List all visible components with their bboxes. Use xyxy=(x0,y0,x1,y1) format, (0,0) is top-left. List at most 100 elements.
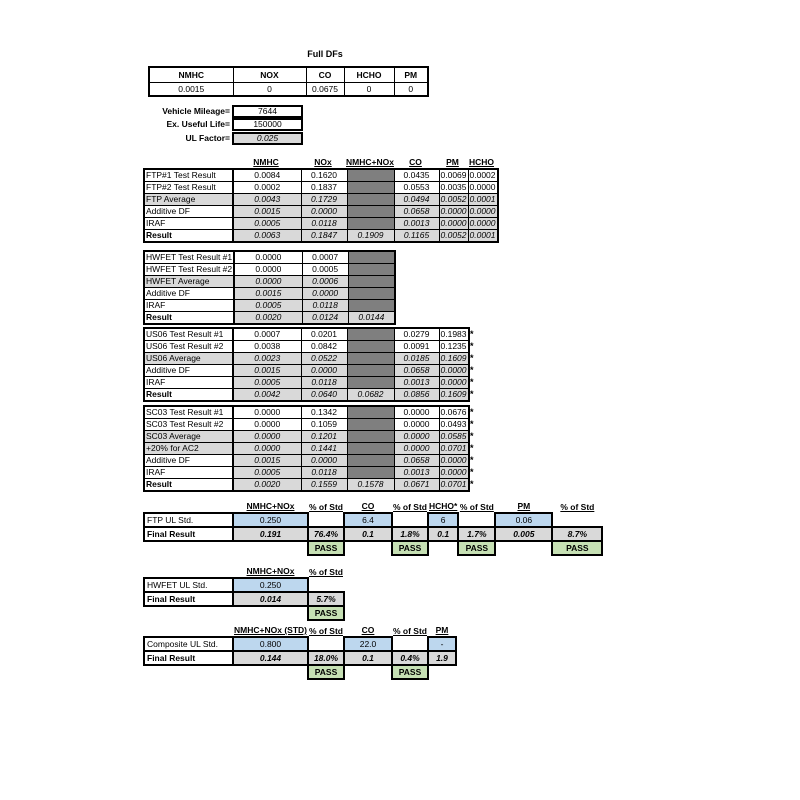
row-label: Final Result xyxy=(143,526,234,542)
asterisk-marker: * xyxy=(470,443,474,453)
table-row: Additive DF 0.0015 0.0000 0.0658 0.0000 xyxy=(143,454,469,467)
test-block-ftp: FTP#1 Test Result 0.0084 0.1620 0.0435 0.006… xyxy=(143,168,499,243)
blocked-cell xyxy=(347,287,396,300)
column-header: NMHC+NOx xyxy=(246,566,295,576)
std-value-cell: 0.250 xyxy=(232,577,309,593)
table-cell: 0.0013 xyxy=(393,217,440,230)
empty-cell xyxy=(392,637,428,651)
final-value-cell: 0.191 xyxy=(232,526,309,542)
column-header: CO xyxy=(409,157,422,167)
final-value-cell: 1.8% xyxy=(391,526,429,542)
table-cell: 0.0015 xyxy=(232,454,302,467)
table-cell: 0.0015 xyxy=(233,287,303,300)
summary-table-composite-ul: NMHC+NOx (STD)% of Std CO% of Std PM Compos… xyxy=(143,624,457,680)
final-value-cell: 0.1 xyxy=(343,650,393,666)
table-cell: 0.0000 xyxy=(232,405,302,419)
std-value-cell: 0.800 xyxy=(232,636,309,652)
blocked-cell xyxy=(347,275,396,288)
final-value-cell: 18.0% xyxy=(307,650,345,666)
table-cell: 0.0013 xyxy=(393,466,440,479)
row-label: Result xyxy=(143,229,234,243)
row-label: US06 Average xyxy=(143,352,234,365)
table-cell: 0.0000 xyxy=(438,205,469,218)
final-value-cell: 0.1 xyxy=(343,526,393,542)
final-value-cell: 0.1 xyxy=(426,526,460,542)
row-label: Additive DF xyxy=(143,205,234,218)
table-cell: 0.0682 xyxy=(346,388,395,402)
table-row: Composite UL Std. 0.800 22.0 - xyxy=(143,636,457,652)
blocked-cell xyxy=(346,430,395,443)
asterisk-marker: * xyxy=(470,365,474,375)
blocked-cell xyxy=(346,340,395,353)
table-cell: 0 xyxy=(232,82,307,97)
pass-badge: PASS xyxy=(457,540,497,556)
table-cell: 0.0052 xyxy=(438,193,469,206)
table-cell: 0.0000 xyxy=(300,454,348,467)
table-cell: 0.1201 xyxy=(300,430,348,443)
column-header: PM xyxy=(517,501,531,511)
table-row: NMHC+NOx (STD)% of Std CO% of Std PM xyxy=(144,624,456,637)
table-cell: 0.0000 xyxy=(232,430,302,443)
table-cell: 0.0658 xyxy=(393,364,440,377)
table-cell: 0.0118 xyxy=(300,376,348,389)
table-row: US06 Average 0.0023 0.0522 0.0185 0.1609 xyxy=(143,352,469,365)
table-cell: 0.0118 xyxy=(301,299,349,312)
table-row: Result 0.0042 0.0640 0.0682 0.0856 0.1609 xyxy=(143,388,469,402)
empty-cell xyxy=(344,665,392,679)
pass-badge: PASS xyxy=(307,664,345,680)
table-row: IRAF 0.0005 0.0118 0.0013 0.0000 xyxy=(143,376,469,389)
row-label: FTP#1 Test Result xyxy=(143,168,234,182)
row-label: HWFET Average xyxy=(143,275,236,288)
table-cell: 0.0001 xyxy=(467,229,498,243)
empty-cell xyxy=(144,606,233,620)
column-header: PM xyxy=(435,625,449,635)
table-cell: 0.0000 xyxy=(300,364,348,377)
asterisk-marker: * xyxy=(470,479,474,489)
value-box: 150000 xyxy=(232,118,303,132)
table-cell: 0.0000 xyxy=(233,250,303,264)
row-label: HWFET Test Result #2 xyxy=(143,263,236,276)
table-cell: 0.1983 xyxy=(438,327,469,341)
row-label: Composite UL Std. xyxy=(143,636,234,652)
column-header: CO xyxy=(305,66,345,83)
table-cell: 0.0118 xyxy=(300,466,348,479)
blocked-cell xyxy=(346,376,395,389)
table-cell: 0.0000 xyxy=(232,442,302,455)
pass-badge: PASS xyxy=(551,540,604,556)
column-header: HCHO xyxy=(343,66,395,83)
table-cell: 0.0007 xyxy=(232,327,302,341)
table-cell: 0.1609 xyxy=(438,352,469,365)
table-cell: 0.1342 xyxy=(300,405,348,419)
table-row: HWFET UL Std. 0.250 xyxy=(143,577,344,593)
table-cell: 0.1729 xyxy=(300,193,348,206)
table-cell: 0.0063 xyxy=(232,229,302,243)
asterisk-marker: * xyxy=(470,377,474,387)
blocked-cell xyxy=(346,364,395,377)
row-label: SC03 Average xyxy=(143,430,234,443)
table-cell: 0.0842 xyxy=(300,340,348,353)
table-cell: 0.0052 xyxy=(438,229,469,243)
value-box: 0.025 xyxy=(232,131,303,145)
table-cell: 0.0675 xyxy=(305,82,345,97)
empty-cell xyxy=(392,513,428,527)
column-header: NOx xyxy=(314,157,332,167)
field-label: Ex. Useful Life= xyxy=(166,119,230,130)
std-value-cell: 6 xyxy=(426,512,460,528)
table-row: 0.0015 0 0.0675 0 0 xyxy=(148,82,429,97)
empty-cell xyxy=(144,541,233,555)
table-cell: 0.0493 xyxy=(438,418,469,431)
test-block-sc03: SC03 Test Result #1 0.0000 0.1342 0.0000 0.0… xyxy=(143,405,470,492)
table-cell: 0.0000 xyxy=(393,418,440,431)
table-cell: 0 xyxy=(393,82,429,97)
table-cell: 0.1609 xyxy=(438,388,469,402)
table-row: Result 0.0063 0.1847 0.1909 0.1165 0.0052 0.00… xyxy=(143,229,498,243)
table-cell: 0.0042 xyxy=(232,388,302,402)
empty-cell xyxy=(552,513,602,527)
asterisk-marker: * xyxy=(470,341,474,351)
column-header: NMHC+NOx xyxy=(246,501,295,511)
table-row: PASS xyxy=(144,605,345,621)
table-row: SC03 Test Result #2 0.0000 0.1059 0.0000 0.0… xyxy=(143,418,469,431)
table-cell: 0.0000 xyxy=(438,466,469,479)
table-row: HWFET Average 0.0000 0.0006 xyxy=(143,275,396,288)
table-cell: 0.0002 xyxy=(467,168,498,182)
